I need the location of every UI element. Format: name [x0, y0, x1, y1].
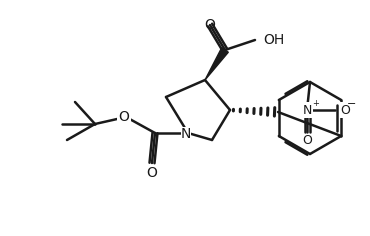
Text: O: O: [205, 18, 215, 32]
Text: O: O: [147, 166, 158, 180]
Text: N: N: [302, 104, 312, 117]
Text: O: O: [302, 134, 312, 147]
Text: +: +: [312, 100, 319, 109]
Text: OH: OH: [263, 33, 284, 47]
Polygon shape: [205, 48, 228, 80]
Text: O: O: [340, 104, 350, 117]
Text: −: −: [347, 99, 356, 109]
Text: O: O: [118, 110, 130, 124]
Text: N: N: [181, 127, 191, 141]
